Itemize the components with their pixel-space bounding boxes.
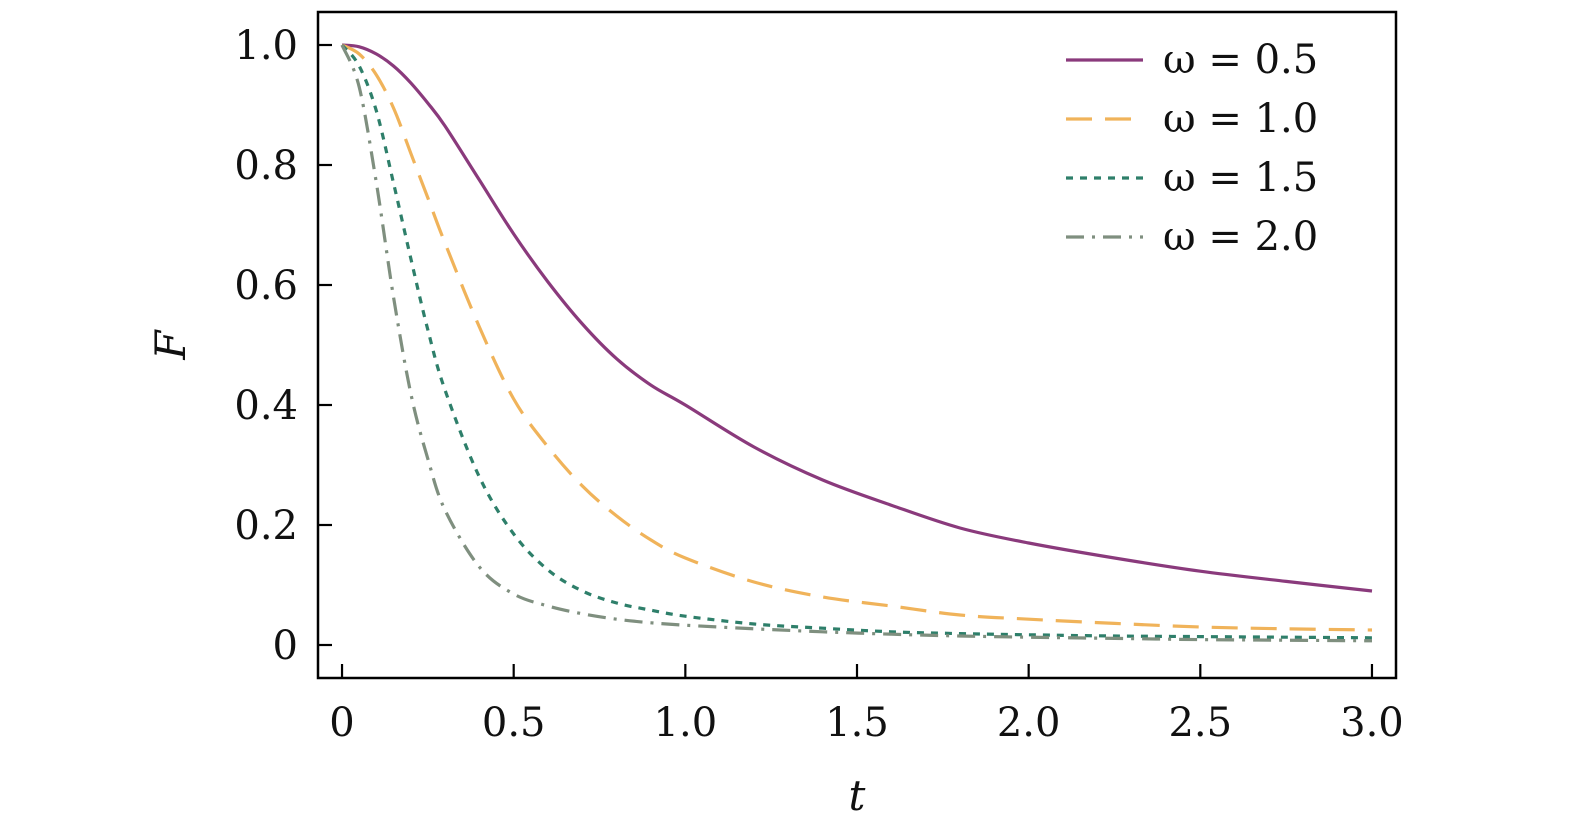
legend-label-3: ω = 1.5 (1163, 155, 1318, 201)
x-tick-label: 1.5 (825, 700, 889, 746)
y-axis: 0 0.2 0.4 0.6 0.8 1.0 (234, 23, 332, 669)
y-tick-label: 0 (273, 623, 298, 669)
series-layer (340, 43, 1373, 643)
x-tick-label: 1.0 (654, 700, 718, 746)
y-axis-label: F (146, 329, 195, 361)
series-line-2 (341, 43, 1373, 632)
x-tick-label: 0 (329, 700, 354, 746)
y-tick-label: 0.4 (234, 383, 298, 429)
x-tick-label: 0.5 (482, 700, 546, 746)
y-tick-label: 0.8 (234, 143, 298, 189)
series-line-3 (340, 43, 1373, 640)
x-tick-label: 2.5 (1168, 700, 1232, 746)
y-tick-label: 0.6 (234, 263, 298, 309)
legend-label-2: ω = 1.0 (1163, 96, 1318, 142)
x-axis: 0 0.5 1.0 1.5 2.0 2.5 3.0 (329, 664, 1404, 746)
x-axis-label: t (849, 771, 866, 820)
series-line-1 (341, 43, 1373, 593)
y-tick-label: 1.0 (234, 23, 298, 69)
y-tick-label: 0.2 (234, 503, 298, 549)
series-line-4 (340, 44, 1373, 643)
legend: ω = 0.5 ω = 1.0 ω = 1.5 ω = 2.0 (1066, 37, 1318, 260)
plot-area: 0 0.5 1.0 1.5 2.0 2.5 3.0 0 0.2 0.4 0.6 0.8 1.0 (234, 10, 1404, 746)
x-tick-label: 2.0 (997, 700, 1061, 746)
legend-label-1: ω = 0.5 (1163, 37, 1318, 83)
x-tick-label: 3.0 (1340, 700, 1404, 746)
legend-label-4: ω = 2.0 (1163, 214, 1318, 260)
